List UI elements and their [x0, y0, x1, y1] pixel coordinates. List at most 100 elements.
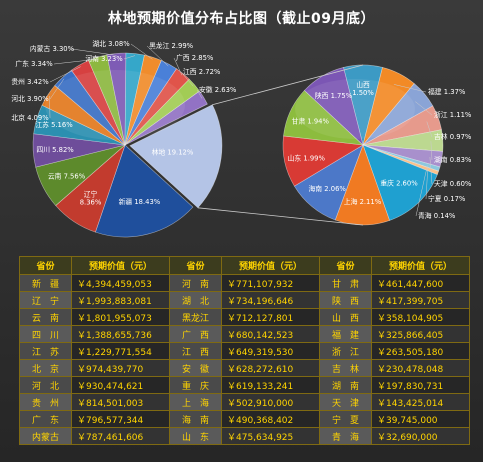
table-row: 新 疆 ￥4,394,459,053 河 南 ￥771,107,932 甘 肃 ￥461,…	[19, 274, 470, 292]
right-pie-slice-陕西	[304, 67, 364, 146]
left-leader-安徽	[196, 89, 203, 99]
province-cell: 山 东	[169, 427, 222, 445]
right-label-湖南: 湖南 0.83%	[434, 155, 472, 164]
table-header-row: 省份 预期价值（元） 省份 预期价值（元） 省份 预期价值（元）	[19, 256, 470, 275]
right-label-山西: 山西 1.50%	[352, 80, 374, 97]
value-cell: ￥619,133,241	[221, 376, 320, 394]
left-leader-广西	[173, 57, 183, 76]
left-label-江苏: 江苏 5.16%	[35, 120, 73, 129]
province-cell: 上 海	[169, 393, 222, 411]
province-cell: 江 苏	[19, 342, 72, 360]
left-label-北京: 北京 4.09%	[11, 113, 49, 122]
value-table: 省份 预期价值（元） 省份 预期价值（元） 省份 预期价值（元） 新 疆 ￥4,394,45…	[19, 256, 470, 445]
table-header-cell: 预期价值（元）	[71, 256, 170, 275]
right-leader-吉林	[426, 121, 433, 138]
province-cell: 福 建	[319, 325, 372, 343]
province-cell: 新 疆	[19, 274, 72, 292]
table-header-cell: 省份	[319, 256, 372, 275]
value-cell: ￥814,501,003	[71, 393, 170, 411]
value-cell: ￥771,107,932	[221, 274, 320, 292]
connector-bottom	[197, 207, 364, 226]
right-label-上海: 上海 2.11%	[344, 197, 382, 206]
value-cell: ￥502,910,000	[221, 393, 320, 411]
left-label-林地: 林地 19.12%	[152, 148, 194, 157]
province-cell: 青 海	[319, 427, 372, 445]
province-cell: 河 北	[19, 376, 72, 394]
value-cell: ￥974,439,770	[71, 359, 170, 377]
value-cell: ￥32,690,000	[371, 427, 470, 445]
value-cell: ￥490,368,402	[221, 410, 320, 428]
left-pie-slice-林地	[129, 104, 223, 209]
table-row: 北 京 ￥974,439,770 安 徽 ￥628,272,610 吉 林 ￥230,47…	[19, 359, 470, 377]
left-label-辽宁: 辽宁 8.36%	[80, 190, 102, 207]
right-pie-slice-重庆	[362, 144, 438, 221]
province-cell: 四 川	[19, 325, 72, 343]
province-cell: 天 津	[319, 393, 372, 411]
left-leader-北京	[49, 95, 51, 119]
value-cell: ￥39,745,000	[371, 410, 470, 428]
province-cell: 北 京	[19, 359, 72, 377]
right-leader-湖南	[430, 141, 433, 161]
left-label-云南: 云南 7.56%	[48, 172, 86, 181]
right-leader-青海	[415, 168, 427, 217]
table-row: 四 川 ￥1,388,655,736 广 西 ￥680,142,523 福 建 ￥325,…	[19, 325, 470, 343]
province-cell: 吉 林	[319, 359, 372, 377]
left-pie-gloss	[45, 70, 185, 140]
right-leader-福建	[393, 84, 427, 93]
province-cell: 宁 夏	[319, 410, 372, 428]
left-label-广东: 广东 3.34%	[15, 59, 53, 68]
right-label-浙江: 浙江 1.11%	[434, 110, 472, 119]
value-cell: ￥1,993,883,081	[71, 291, 170, 309]
right-leader-宁夏	[425, 165, 429, 200]
value-cell: ￥796,577,344	[71, 410, 170, 428]
left-leader-广东	[53, 58, 99, 65]
table-row: 贵 州 ￥814,501,003 上 海 ￥502,910,000 天 津 ￥143,42…	[19, 393, 470, 411]
province-cell: 广 西	[169, 325, 222, 343]
right-label-青海: 青海 0.14%	[418, 211, 456, 220]
province-cell: 湖 南	[319, 376, 372, 394]
province-cell: 湖 北	[169, 291, 222, 309]
left-leader-黑龙江	[146, 45, 169, 67]
province-cell: 安 徽	[169, 359, 222, 377]
left-label-河南: 河南 3.23%	[85, 54, 123, 63]
table-header-cell: 预期价值（元）	[221, 256, 320, 275]
pie-charts: 新疆 18.43% 辽宁 8.36% 云南 7.56% 四川 5.82% 江苏 5.16%…	[11, 39, 472, 238]
province-cell: 黑龙江	[169, 308, 222, 326]
left-leader-江西	[180, 71, 194, 87]
value-cell: ￥628,272,610	[221, 359, 320, 377]
value-cell: ￥325,866,405	[371, 325, 470, 343]
value-cell: ￥1,801,955,073	[71, 308, 170, 326]
right-label-甘肃: 甘肃 1.94%	[292, 117, 330, 126]
province-cell: 广 东	[19, 410, 72, 428]
province-cell: 辽 宁	[19, 291, 72, 309]
province-cell: 云 南	[19, 308, 72, 326]
left-leader-内蒙古	[71, 48, 117, 56]
province-cell: 陕 西	[319, 291, 372, 309]
right-label-宁夏: 宁夏 0.17%	[428, 194, 466, 203]
value-cell: ￥4,394,459,053	[71, 274, 170, 292]
province-cell: 内蒙古	[19, 427, 72, 445]
left-label-安徽: 安徽 2.63%	[199, 85, 237, 94]
right-leader-浙江	[415, 101, 433, 116]
left-label-广西: 广西 2.85%	[176, 53, 214, 62]
table-row: 河 北 ￥930,474,621 重 庆 ￥619,133,241 湖 南 ￥197,83…	[19, 376, 470, 394]
right-label-重庆: 重庆 2.60%	[380, 179, 418, 188]
value-cell: ￥475,634,925	[221, 427, 320, 445]
province-cell: 浙 江	[319, 342, 372, 360]
table-row: 内蒙古 ￥787,461,606 山 东 ￥475,634,925 青 海 ￥32,690…	[19, 427, 470, 445]
value-cell: ￥1,388,655,736	[71, 325, 170, 343]
province-cell: 河 南	[169, 274, 222, 292]
left-leader-湖北	[130, 43, 153, 60]
value-cell: ￥712,127,801	[221, 308, 320, 326]
value-cell: ￥358,104,905	[371, 308, 470, 326]
left-label-四川: 四川 5.82%	[36, 146, 74, 154]
table-header-cell: 预期价值（元）	[371, 256, 470, 275]
table-row: 江 苏 ￥1,229,771,554 江 西 ￥649,319,530 浙 江 ￥263,…	[19, 342, 470, 360]
left-label-贵州: 贵州 3.42%	[11, 77, 49, 86]
left-label-湖北: 湖北 3.08%	[92, 39, 130, 48]
right-leader-天津	[429, 157, 433, 185]
left-label-江西: 江西 2.72%	[183, 68, 221, 76]
left-label-内蒙古: 内蒙古 3.30%	[30, 44, 75, 53]
table-header-cell: 省份	[19, 256, 72, 275]
province-cell: 甘 肃	[319, 274, 372, 292]
